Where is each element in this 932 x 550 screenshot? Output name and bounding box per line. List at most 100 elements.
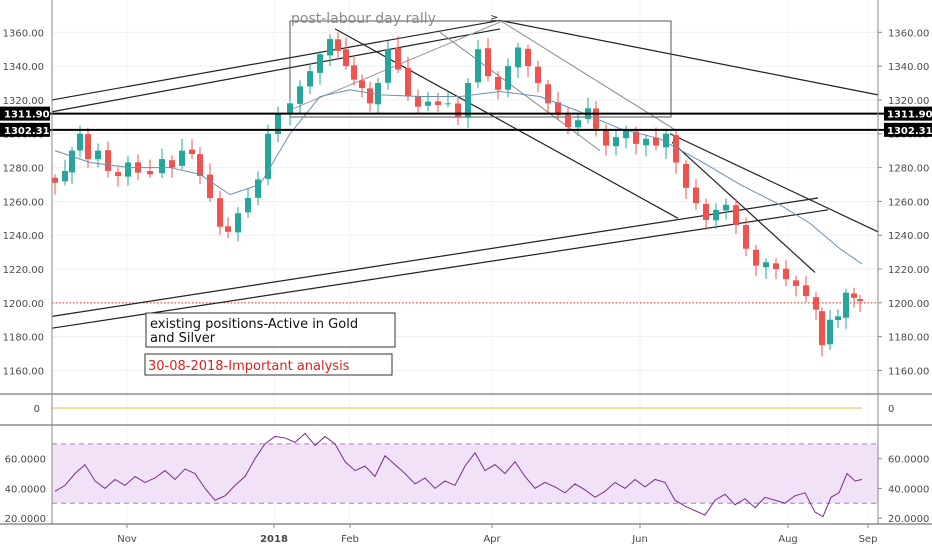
candle-body [505, 66, 511, 90]
rally-box [289, 20, 672, 118]
candle-body [77, 133, 83, 151]
candle-body [343, 49, 349, 67]
candle-body [255, 179, 261, 198]
rsi-tick-right: 60.0000 [888, 455, 929, 466]
candle-body [85, 134, 91, 160]
trendline [51, 19, 501, 101]
candle-body [275, 113, 281, 135]
trendline [51, 28, 501, 113]
time-tick-label: Jun [631, 534, 648, 545]
candle-body [179, 150, 185, 166]
price-badge-left-text: 1311.90 [4, 110, 50, 121]
candle-body [159, 159, 165, 174]
candle-body [603, 129, 609, 146]
candle-body [115, 172, 121, 177]
rally-title: post-labour day rally [291, 11, 436, 27]
price-tick-left: 1280.00 [3, 164, 44, 175]
trendline [669, 133, 879, 233]
price-badge-right [884, 106, 932, 121]
rsi-axis-left: 60.0000 40.0000 20.0000 [5, 455, 46, 525]
rsi-tick-right: 20.0000 [888, 514, 929, 525]
candle-body [395, 47, 401, 70]
candle-body [375, 83, 381, 105]
candle-body [297, 86, 303, 104]
candle-body [169, 160, 175, 168]
price-badge-right-text: 1302.31 [887, 126, 932, 137]
price-tick-left: 1340.00 [3, 62, 44, 73]
price-tick-right: 1180.00 [888, 333, 929, 344]
time-tick-label: Nov [117, 534, 137, 545]
candle-body [327, 39, 333, 56]
candle-body [673, 135, 679, 163]
candle-body [575, 120, 581, 128]
moving-average-line [54, 89, 863, 265]
price-tick-right: 1280.00 [888, 164, 929, 175]
candle-body [835, 316, 841, 320]
candle-body [733, 205, 739, 226]
rsi-tick-right: 40.0000 [888, 484, 929, 495]
candle-body [95, 150, 101, 160]
candle-body [613, 137, 619, 147]
candle-body [307, 71, 313, 87]
candle-body [843, 292, 849, 318]
candle-body [545, 84, 551, 104]
time-tick-label: Sep [859, 534, 878, 545]
candle-body [643, 138, 649, 146]
price-tick-left: 1260.00 [3, 197, 44, 208]
candle-body [663, 133, 669, 148]
candle-body [851, 293, 857, 298]
rsi-tick-left: 60.0000 [5, 455, 46, 466]
candle-body [405, 68, 411, 97]
rsi-line [54, 432, 863, 518]
candle-body [783, 268, 789, 280]
candle-body [857, 299, 863, 302]
candle-body [105, 150, 111, 171]
price-tick-right: 1240.00 [888, 231, 929, 242]
price-tick-right: 1360.00 [888, 28, 929, 39]
trendline [51, 197, 819, 317]
candle-body [245, 198, 251, 213]
candle-body [69, 150, 75, 173]
candle-body [235, 213, 241, 233]
candle-body [693, 187, 699, 204]
candle-body [147, 171, 153, 175]
price-tick-right: 1260.00 [888, 197, 929, 208]
candle-body [753, 249, 759, 266]
candle-body [773, 263, 779, 270]
price-tick-right: 1200.00 [888, 299, 929, 310]
candle-body [287, 103, 293, 115]
candle-body [743, 225, 749, 249]
candle-body [197, 154, 203, 177]
price-tick-left: 1240.00 [3, 231, 44, 242]
candle-body [485, 48, 491, 77]
time-tick-label: Feb [341, 534, 359, 545]
candle-body [445, 103, 451, 105]
candle-body [62, 170, 68, 182]
positions-note-line2: and Silver [150, 331, 216, 346]
important-note-text: 30-08-2018-Important analysis [148, 359, 350, 374]
candle-body [495, 76, 501, 90]
time-tick-label: Apr [483, 534, 501, 545]
time-tick-label: 2018 [260, 534, 288, 545]
price-tick-left: 1160.00 [3, 366, 44, 377]
rsi-axis-right: 60.0000 40.0000 20.0000 [878, 455, 929, 525]
candle-body [52, 177, 58, 183]
candle-body [723, 204, 729, 211]
price-badge-left [0, 122, 50, 137]
candle-body [653, 137, 659, 146]
price-tick-left: 1180.00 [3, 333, 44, 344]
price-badge-right-text: 1311.90 [887, 110, 932, 121]
price-tick-left: 1320.00 [3, 96, 44, 107]
rsi-tick-left: 20.0000 [5, 514, 46, 525]
candle-body [819, 311, 825, 346]
rsi-band [52, 443, 878, 504]
positions-note-line1: existing positions-Active in Gold [150, 317, 358, 332]
candle-body [555, 102, 561, 116]
title-arrow: ≥ [490, 13, 498, 24]
candle-body [265, 133, 271, 179]
candle-body [359, 80, 365, 89]
candle-body [633, 131, 639, 144]
price-tick-right: 1160.00 [888, 366, 929, 377]
candle-body [125, 162, 131, 177]
